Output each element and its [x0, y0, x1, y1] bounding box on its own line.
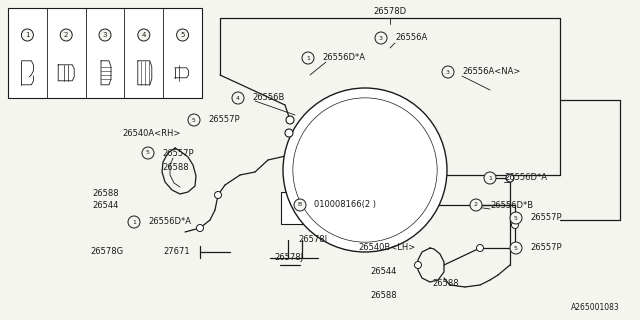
Text: 5: 5: [514, 215, 518, 220]
Text: 26556A: 26556A: [395, 34, 428, 43]
Circle shape: [472, 202, 479, 209]
Circle shape: [60, 29, 72, 41]
Circle shape: [196, 225, 204, 231]
Text: 26544: 26544: [92, 202, 118, 211]
Text: 26588: 26588: [92, 188, 118, 197]
Text: 26557P: 26557P: [530, 213, 562, 222]
Text: 26557P: 26557P: [530, 244, 562, 252]
Circle shape: [285, 129, 293, 137]
Text: 26578D: 26578D: [373, 7, 406, 17]
Text: 26556D*A: 26556D*A: [148, 218, 191, 227]
Text: 5: 5: [192, 117, 196, 123]
Text: 26556D*A: 26556D*A: [322, 53, 365, 62]
Circle shape: [214, 191, 221, 198]
Circle shape: [477, 244, 483, 252]
Text: 26540B<LH>: 26540B<LH>: [358, 244, 415, 252]
Circle shape: [188, 114, 200, 126]
Circle shape: [442, 66, 454, 78]
Text: 26588: 26588: [432, 278, 459, 287]
Circle shape: [138, 29, 150, 41]
Text: 26578J: 26578J: [274, 253, 303, 262]
Text: 26556A<NA>: 26556A<NA>: [462, 68, 520, 76]
Circle shape: [302, 52, 314, 64]
Text: B: B: [298, 203, 302, 207]
Text: 4: 4: [236, 95, 240, 100]
Text: 1: 1: [132, 220, 136, 225]
FancyBboxPatch shape: [281, 192, 309, 224]
Circle shape: [21, 29, 33, 41]
Text: 1: 1: [25, 32, 29, 38]
Text: 26588: 26588: [370, 292, 397, 300]
Text: 26544: 26544: [370, 268, 396, 276]
Text: 26556D*B: 26556D*B: [490, 201, 533, 210]
Circle shape: [484, 172, 496, 184]
FancyBboxPatch shape: [381, 130, 399, 144]
Circle shape: [510, 212, 522, 224]
Text: 3: 3: [446, 69, 450, 75]
Text: 3: 3: [103, 32, 108, 38]
Text: 5: 5: [146, 150, 150, 156]
Text: 3: 3: [379, 36, 383, 41]
Text: 1: 1: [488, 175, 492, 180]
Text: 010008166(2 ): 010008166(2 ): [314, 201, 376, 210]
Circle shape: [128, 216, 140, 228]
Circle shape: [177, 29, 189, 41]
Text: 26557P: 26557P: [162, 148, 194, 157]
Text: 26578G: 26578G: [90, 247, 123, 257]
Text: 27671: 27671: [163, 247, 189, 257]
Text: 26540A<RH>: 26540A<RH>: [122, 129, 180, 138]
Text: 26578I: 26578I: [298, 236, 327, 244]
Text: 5: 5: [514, 245, 518, 251]
Text: 26556B: 26556B: [252, 93, 284, 102]
Circle shape: [511, 221, 518, 228]
Circle shape: [286, 116, 294, 124]
Circle shape: [99, 29, 111, 41]
Bar: [378, 140, 402, 170]
Circle shape: [506, 174, 514, 182]
Text: 1: 1: [306, 55, 310, 60]
Text: 5: 5: [180, 32, 185, 38]
Text: 2: 2: [64, 32, 68, 38]
Circle shape: [510, 242, 522, 254]
Text: 2: 2: [474, 203, 478, 207]
Circle shape: [232, 92, 244, 104]
Circle shape: [294, 199, 306, 211]
Circle shape: [470, 199, 482, 211]
Circle shape: [142, 147, 154, 159]
Text: 26588: 26588: [162, 164, 189, 172]
Bar: [8, 8, 202, 98]
Circle shape: [472, 201, 480, 209]
Circle shape: [511, 244, 518, 252]
Text: 4: 4: [141, 32, 146, 38]
Text: 26557P: 26557P: [208, 116, 239, 124]
Circle shape: [415, 261, 422, 268]
Text: 26556D*A: 26556D*A: [504, 173, 547, 182]
Text: A265001083: A265001083: [572, 303, 620, 313]
Circle shape: [375, 32, 387, 44]
Circle shape: [283, 88, 447, 252]
